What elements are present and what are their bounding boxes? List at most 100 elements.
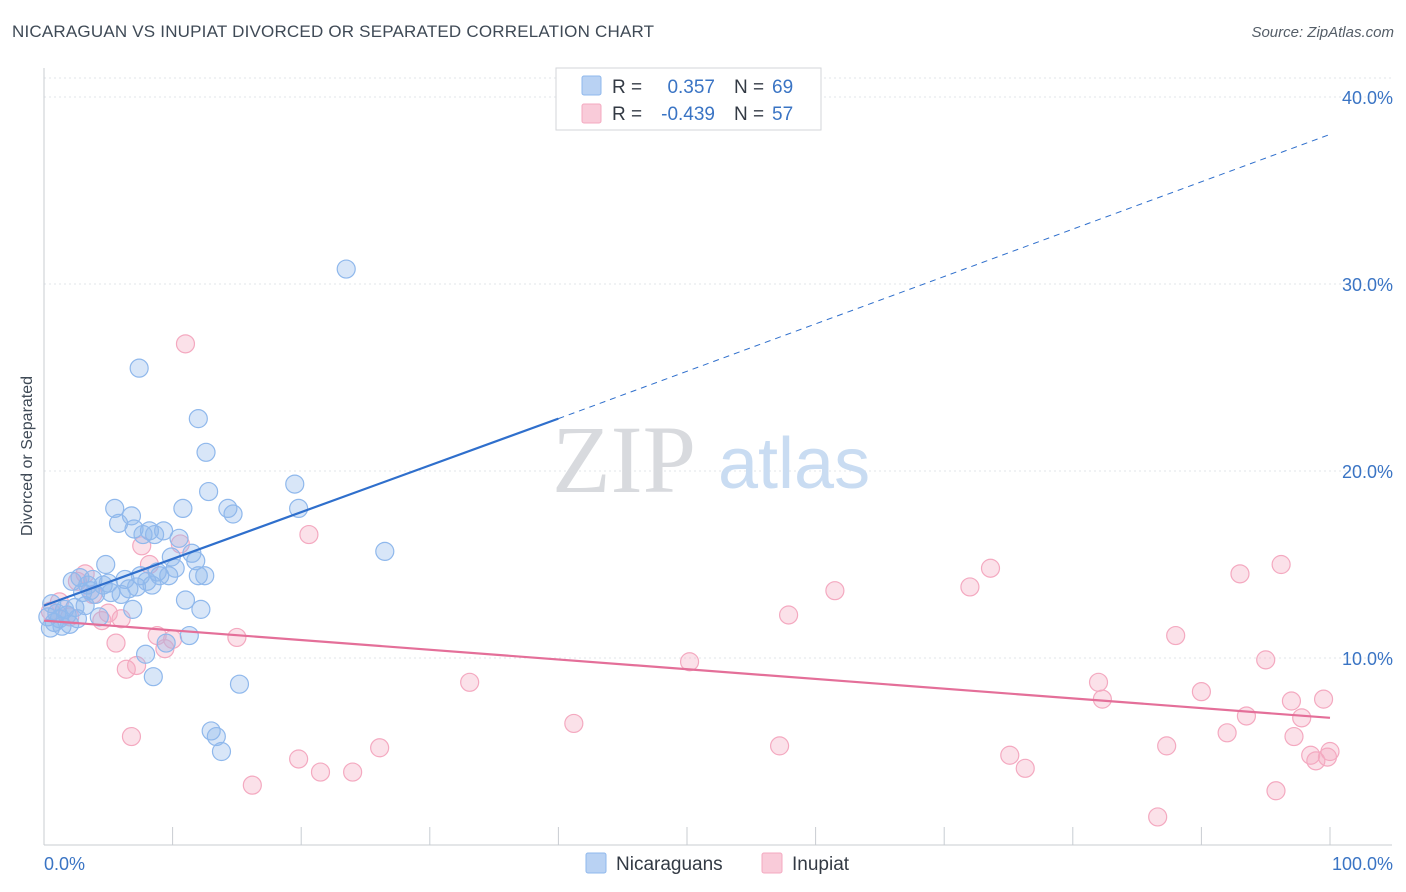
nicaraguan-point-53	[195, 566, 215, 586]
series-legend-label-inupiat: Inupiat	[792, 854, 850, 875]
inupiat-point-21	[242, 775, 262, 795]
inupiat-point-46	[1256, 650, 1276, 670]
gridlines	[44, 77, 1392, 659]
nicaraguan-point-44	[165, 558, 185, 578]
inupiat-point-53	[1313, 689, 1334, 709]
nicaraguan-point-61	[206, 726, 226, 747]
nicaraguan-point-66	[188, 409, 208, 429]
inupiat-point-24	[310, 762, 331, 782]
inupiat-point-48	[1271, 554, 1291, 575]
y-tick-labels: 10.0% 20.0% 30.0% 40.0%	[1342, 88, 1393, 669]
watermark: ZIP atlas	[552, 406, 870, 513]
inupiat-point-25	[343, 762, 363, 782]
series-legend-swatch-nicaraguans	[585, 852, 607, 874]
legend-n-value-inupiat: 57	[772, 104, 793, 125]
inupiat-point-40	[1157, 736, 1177, 756]
nicaraguan-point-62	[211, 741, 232, 762]
nicaraguan-point-31	[126, 577, 147, 597]
inupiat-trend-line	[43, 619, 1331, 719]
nicaraguan-point-52	[191, 599, 211, 619]
inupiat-point-8	[106, 633, 126, 653]
nicaraguan-point-46	[173, 498, 193, 518]
nicaraguan-point-55	[124, 519, 144, 539]
nicaraguan-point-48	[179, 625, 199, 646]
x-tick-label-max: 100.0%	[1332, 854, 1393, 874]
nicaraguan-point-58	[143, 667, 163, 687]
inupiat-point-39	[1148, 807, 1168, 827]
nicaraguan-trend-extension	[558, 133, 1331, 420]
nicaraguan-point-65	[229, 674, 250, 694]
series-legend-swatch-inupiat	[761, 852, 783, 874]
chart-source: Source: ZipAtlas.com	[1251, 24, 1394, 41]
inupiat-point-28	[564, 713, 584, 734]
inupiat-point-31	[778, 605, 799, 625]
legend-n-value-nicaraguans: 69	[772, 77, 793, 98]
x-tick-label-min: 0.0%	[44, 854, 85, 874]
y-tick-label-2: 30.0%	[1342, 275, 1393, 295]
nicaraguan-point-20	[89, 607, 109, 627]
nicaraguan-point-59	[199, 481, 219, 502]
nicaraguan-point-63	[218, 498, 238, 518]
inupiat-point-43	[1217, 723, 1237, 743]
inupiat-point-47	[1266, 781, 1286, 801]
legend-swatch-inupiat	[581, 103, 602, 124]
nicaraguan-point-56	[129, 358, 149, 378]
nicaraguan-point-57	[135, 644, 156, 664]
inupiat-point-10	[116, 659, 136, 679]
nicaraguan-point-51	[188, 566, 208, 586]
inupiat-point-35	[1000, 745, 1020, 765]
nicaraguan-point-60	[201, 721, 221, 741]
inupiat-point-23	[299, 524, 319, 545]
legend-swatch-nicaraguans	[581, 75, 602, 96]
nicaraguan-point-22	[96, 554, 116, 575]
inupiat-point-50	[1292, 708, 1312, 728]
inupiat-point-26	[370, 738, 390, 758]
legend-r-value-inupiat: -0.439	[661, 104, 715, 125]
nicaraguan-point-42	[159, 566, 179, 586]
nicaraguan-point-50	[186, 551, 206, 571]
inupiat-point-11	[121, 726, 142, 747]
legend-r-label-nicaraguans: R =	[612, 77, 642, 98]
inupiat-point-45	[1236, 706, 1257, 726]
nicaraguan-point-68	[285, 474, 305, 494]
legend-r-label-inupiat: R =	[612, 104, 642, 125]
trend-lines	[43, 133, 1331, 719]
inupiat-point-41	[1166, 625, 1186, 646]
inupiat-point-30	[769, 736, 790, 756]
nicaraguan-point-71	[336, 259, 356, 279]
axes	[43, 68, 1392, 846]
chart-title: NICARAGUAN VS INUPIAT DIVORCED OR SEPARA…	[12, 22, 655, 41]
legend-n-label-nicaraguans: N =	[734, 77, 764, 98]
inupiat-point-27	[460, 672, 480, 692]
inupiat-point-33	[960, 577, 980, 597]
series-legend-label-nicaraguans: Nicaraguans	[616, 854, 723, 875]
inupiat-point-19	[175, 334, 196, 354]
inupiat-point-44	[1230, 564, 1250, 584]
y-tick-label-0: 10.0%	[1342, 649, 1393, 669]
inupiat-point-34	[980, 558, 1001, 578]
series-legend: Nicaraguans Inupiat	[585, 852, 850, 875]
inupiat-point-20	[227, 627, 247, 648]
nicaraguan-point-67	[196, 442, 216, 462]
nicaraguan-point-35	[139, 521, 160, 541]
nicaraguan-point-69	[289, 498, 309, 518]
inupiat-point-55	[1284, 726, 1304, 747]
inupiat-point-32	[825, 581, 845, 601]
nicaraguan-point-40	[153, 521, 174, 541]
nicaraguan-point-30	[123, 599, 143, 619]
inupiat-point-36	[1015, 758, 1035, 778]
nicaraguan-point-64	[223, 504, 243, 524]
legend-n-label-inupiat: N =	[734, 104, 764, 125]
inupiat-point-37	[1088, 672, 1109, 692]
nicaraguan-point-41	[156, 633, 176, 653]
inupiat-point-29	[679, 652, 700, 672]
inupiat-point-51	[1301, 745, 1321, 765]
watermark-atlas: atlas	[718, 424, 870, 504]
nicaraguan-point-47	[175, 590, 196, 610]
watermark-zip: ZIP	[552, 406, 696, 513]
nicaraguan-point-25	[105, 498, 125, 518]
inupiat-point-52	[1306, 751, 1326, 771]
nicaraguan-point-70	[375, 541, 395, 562]
nicaraguan-point-45	[169, 528, 189, 548]
